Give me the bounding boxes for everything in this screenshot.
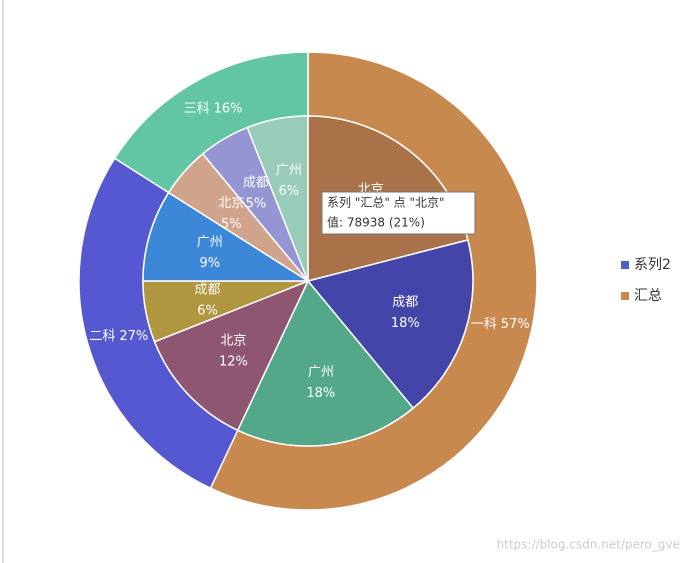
data-label-value: 9% bbox=[199, 256, 220, 271]
data-label: 一科 57% bbox=[471, 316, 530, 331]
pie-slice bbox=[236, 279, 415, 447]
data-label-value: 16% bbox=[214, 101, 243, 116]
data-label-category: 北京 bbox=[218, 196, 244, 211]
tooltip-title: 系列 "汇总" 点 "北京" bbox=[327, 196, 445, 210]
legend-swatch bbox=[621, 261, 629, 269]
data-label-category: 成都 bbox=[243, 175, 269, 190]
data-label-category: 广州 bbox=[308, 365, 334, 380]
data-label: 二科 27% bbox=[89, 328, 148, 343]
data-label-value: 6% bbox=[197, 304, 218, 319]
data-label-value: 5% bbox=[246, 196, 267, 211]
data-label-category: 三科 bbox=[184, 101, 210, 116]
tooltip-text: 值: 78938 (21%) bbox=[327, 215, 425, 230]
pie-slice bbox=[142, 191, 311, 282]
watermark: https://blog.csdn.net/pero_gve bbox=[497, 538, 680, 552]
data-label-category: 成都 bbox=[195, 283, 221, 298]
data-label-value: 57% bbox=[501, 316, 530, 331]
pie-slice bbox=[246, 115, 309, 282]
tooltip-box bbox=[321, 191, 476, 235]
data-label-value: 6% bbox=[279, 184, 300, 199]
data-label-value: 18% bbox=[391, 316, 420, 331]
data-label-category: 北京 bbox=[220, 334, 246, 349]
legend-swatch bbox=[621, 292, 629, 300]
pie-slice bbox=[153, 279, 310, 432]
legend-label: 汇总 bbox=[634, 288, 662, 304]
legend-label: 系列2 bbox=[634, 257, 671, 273]
data-label-category: 一科 bbox=[471, 316, 497, 331]
data-label-value: 12% bbox=[219, 355, 248, 370]
data-label-value: 27% bbox=[119, 328, 148, 343]
data-label-category: 广州 bbox=[197, 235, 223, 250]
data-label-category: 广州 bbox=[276, 163, 302, 178]
pie-slice bbox=[306, 239, 474, 410]
data-label: 三科 16% bbox=[184, 101, 243, 116]
data-label-value: 5% bbox=[221, 217, 242, 232]
data-label-value: 18% bbox=[306, 386, 335, 401]
data-label-category: 二科 bbox=[89, 328, 115, 343]
data-label-category: 成都 bbox=[392, 295, 418, 310]
